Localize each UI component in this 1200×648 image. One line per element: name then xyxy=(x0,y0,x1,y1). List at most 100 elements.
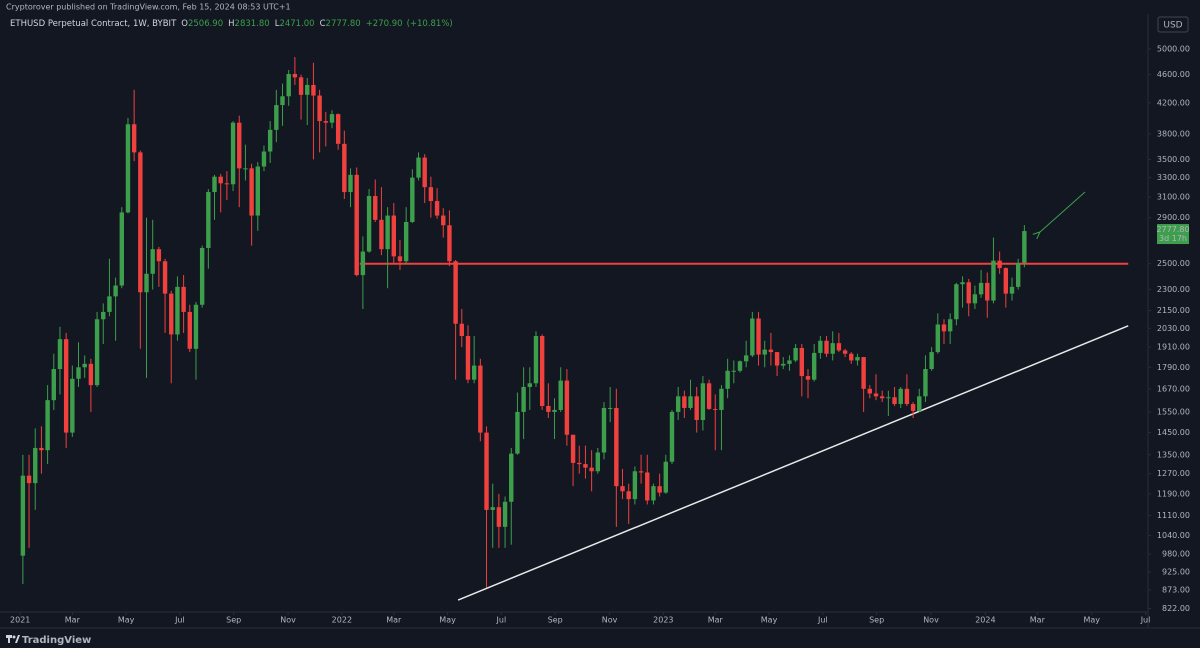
candle-body xyxy=(88,363,94,386)
candle-body xyxy=(502,501,508,527)
candle-body xyxy=(805,376,811,380)
y-tick-label: 1270.00 xyxy=(1157,469,1190,478)
y-tick-label: 1790.00 xyxy=(1157,363,1190,372)
candle-body xyxy=(669,411,675,462)
candle-body xyxy=(929,352,934,370)
candle-body xyxy=(978,282,984,295)
candle-body xyxy=(632,471,638,500)
candle-body xyxy=(818,340,823,353)
x-tick-label: Sep xyxy=(548,616,563,625)
change-percent: (+10.81%) xyxy=(407,19,453,29)
candle-body xyxy=(873,393,879,397)
y-tick-label: 1670.00 xyxy=(1157,384,1190,393)
candle-body xyxy=(972,294,978,304)
candle-body xyxy=(261,151,267,167)
x-tick-label: Nov xyxy=(602,616,618,625)
x-tick-label: Mar xyxy=(386,616,402,625)
candle-body xyxy=(589,467,594,472)
candle-body xyxy=(954,284,959,320)
candle-body xyxy=(663,461,669,493)
candle-body xyxy=(552,409,557,412)
x-tick-label: 2022 xyxy=(332,616,352,625)
candle-body xyxy=(1015,263,1021,287)
candle-body xyxy=(985,282,990,301)
candle-body xyxy=(533,336,539,384)
candle-body xyxy=(737,361,743,371)
ohlc-label: L xyxy=(275,19,280,29)
candle-body xyxy=(564,380,570,435)
annotation-arrow xyxy=(1040,191,1086,232)
candle-body xyxy=(459,323,464,337)
candle-body xyxy=(63,339,69,433)
x-tick-label: May xyxy=(761,616,778,625)
last-price-label: 2777.80 xyxy=(1156,225,1189,234)
candle-body xyxy=(997,260,1002,269)
candle-body xyxy=(428,187,434,202)
candle-body xyxy=(323,121,328,123)
candle-body xyxy=(917,396,922,411)
candle-body xyxy=(1003,268,1009,294)
ohlc-value: 2471.00 xyxy=(279,19,314,29)
legend-text: ETHUSD Perpetual Contract, 1W, BYBIT O250… xyxy=(10,19,453,29)
candle-body xyxy=(280,96,285,106)
candle-body xyxy=(131,124,137,153)
candle-body xyxy=(51,369,56,401)
candle-body xyxy=(781,363,786,366)
candle-body xyxy=(713,408,718,410)
candle-body xyxy=(138,152,143,293)
candle-body xyxy=(719,388,724,410)
candle-body xyxy=(366,196,372,252)
ohlc-label: O xyxy=(181,19,188,29)
candle-body xyxy=(379,219,384,250)
y-tick-label: 1110.00 xyxy=(1157,511,1190,520)
candle-body xyxy=(33,447,38,484)
candle-body xyxy=(410,177,415,222)
candle-body xyxy=(966,282,971,304)
candle-body xyxy=(774,352,780,366)
candle-body xyxy=(385,215,390,250)
x-tick-label: Jul xyxy=(817,616,828,625)
candle-body xyxy=(39,447,44,451)
candle-body xyxy=(70,378,75,433)
x-tick-label: Jul xyxy=(174,616,185,625)
candle-body xyxy=(910,404,916,411)
trend-line xyxy=(457,325,1129,601)
y-tick-label: 4600.00 xyxy=(1157,70,1190,79)
publisher-line: Cryptorover published on TradingView.com… xyxy=(6,3,291,12)
candle-body xyxy=(824,340,829,354)
y-tick-label: 1550.00 xyxy=(1157,407,1190,416)
x-tick-label: Mar xyxy=(1030,616,1046,625)
candle-body xyxy=(329,114,335,123)
branding: TradingView xyxy=(22,635,91,646)
candle-body xyxy=(286,73,291,97)
candle-body xyxy=(434,201,440,216)
candle-body xyxy=(861,357,866,389)
x-tick-label: Sep xyxy=(869,616,884,625)
y-tick-label: 1040.00 xyxy=(1157,531,1190,540)
candle-body xyxy=(465,336,471,380)
candle-body xyxy=(743,355,749,362)
candle-body xyxy=(577,462,582,465)
candle-body xyxy=(941,324,947,332)
candle-body xyxy=(886,397,891,399)
candle-body xyxy=(156,249,162,262)
candle-body xyxy=(237,122,242,169)
candle-body xyxy=(682,396,687,408)
candle-body xyxy=(212,176,217,193)
candle-body xyxy=(521,386,526,412)
x-tick-label: May xyxy=(1083,616,1100,625)
x-tick-label: May xyxy=(118,616,135,625)
candle-body xyxy=(144,273,149,293)
candle-body xyxy=(317,95,322,122)
candle-body xyxy=(255,166,260,216)
candle-body xyxy=(416,157,421,178)
candle-body xyxy=(354,174,359,276)
candle-body xyxy=(298,77,304,95)
ohlc-label: H xyxy=(228,19,234,29)
candle-body xyxy=(645,472,650,501)
candle-body xyxy=(274,105,279,130)
candle-body xyxy=(397,256,403,262)
x-tick-label: Mar xyxy=(65,616,81,625)
